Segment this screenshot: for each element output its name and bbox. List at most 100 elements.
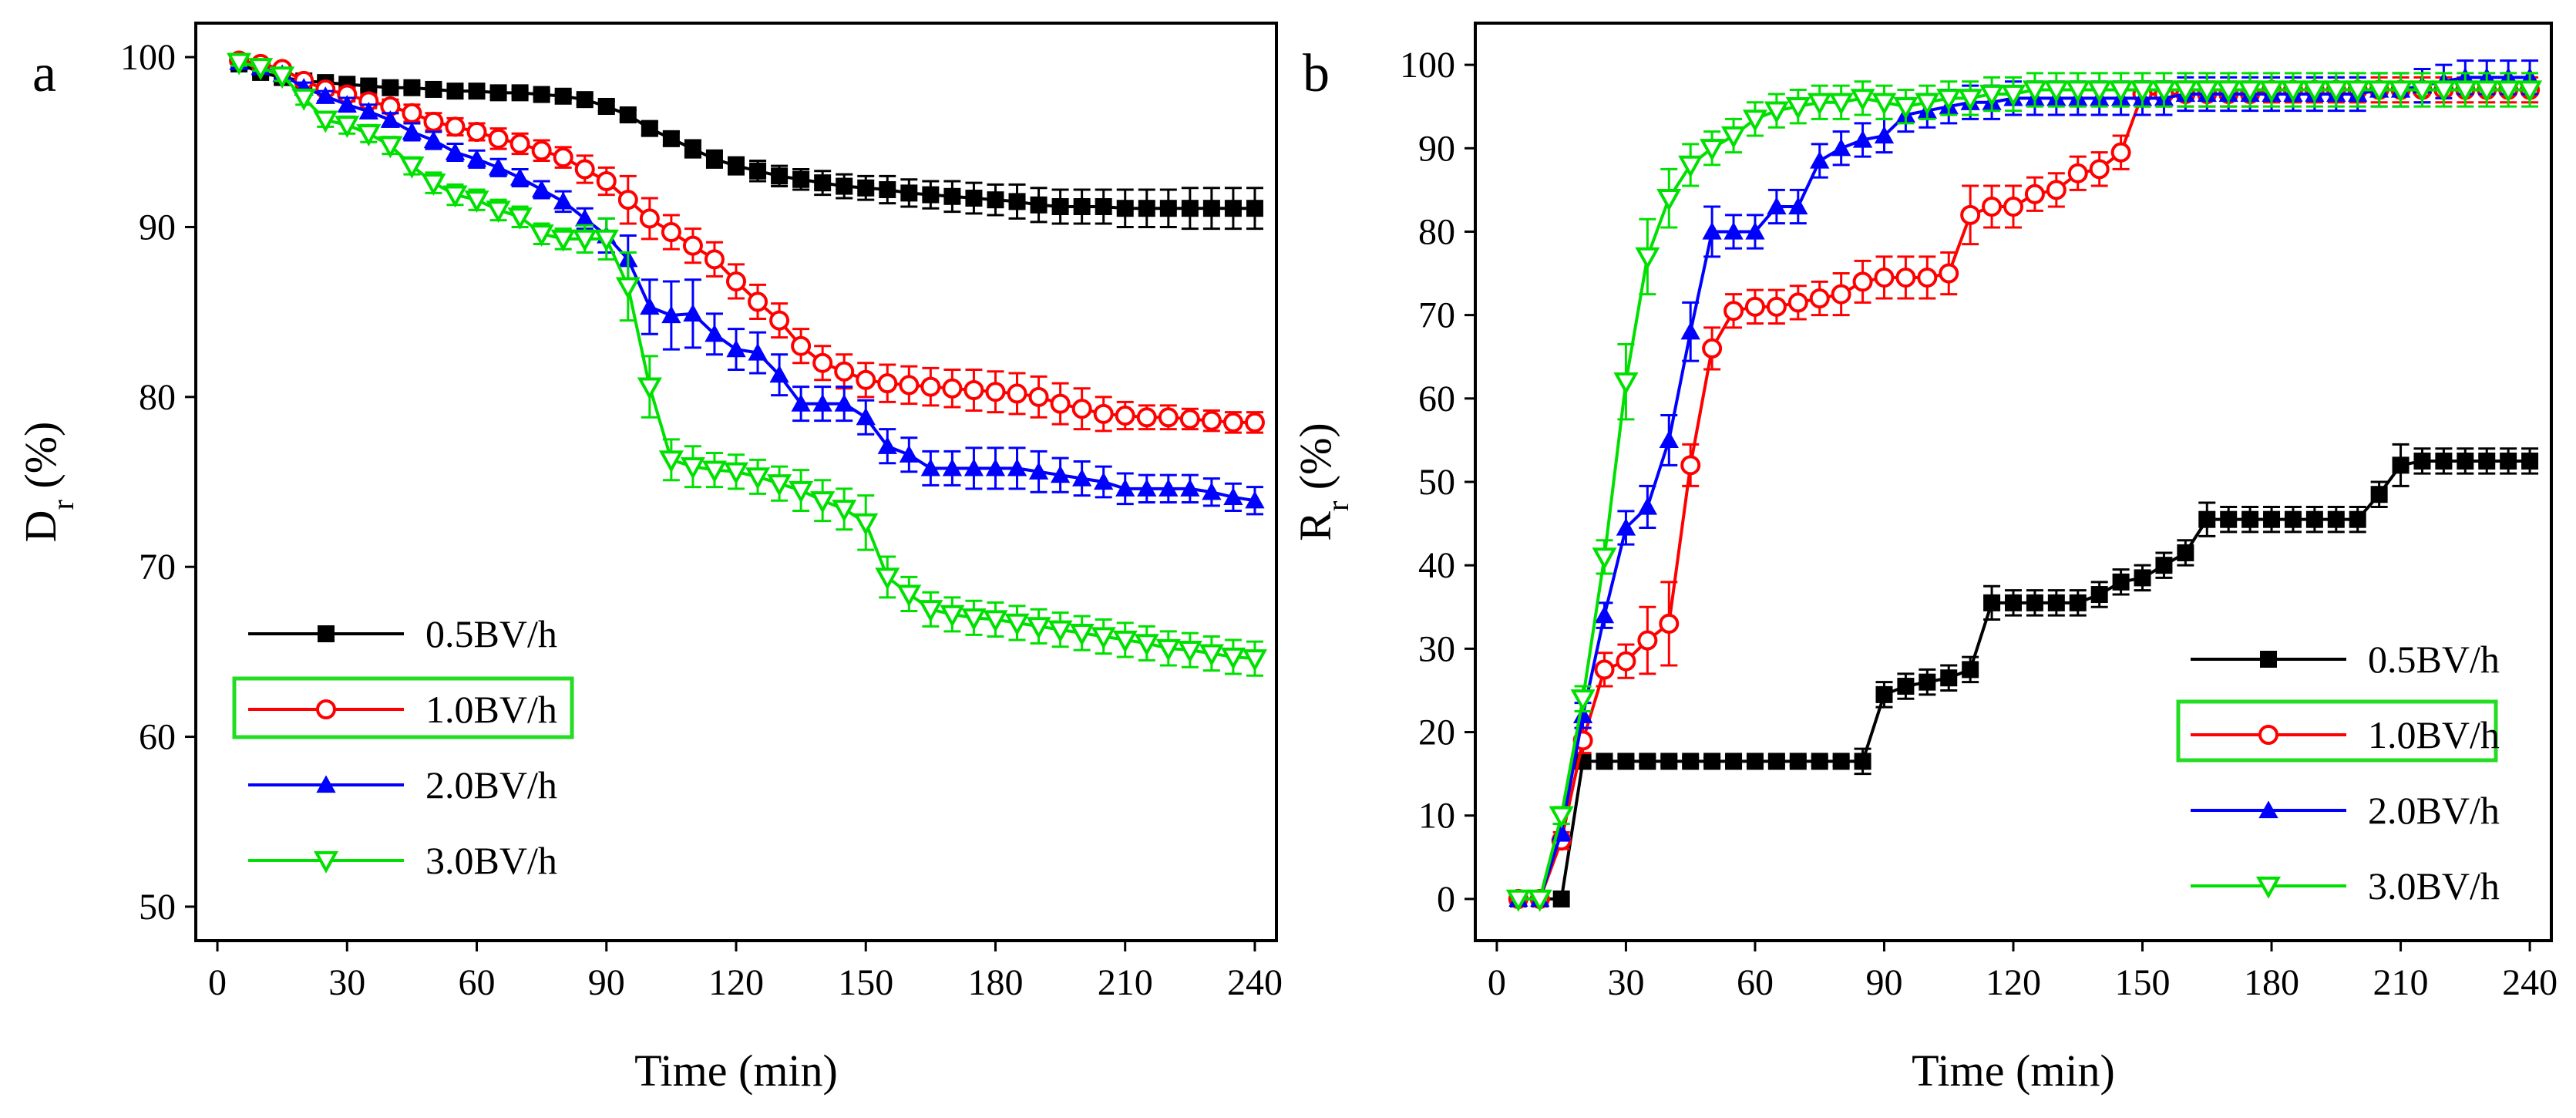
y-tick-label: 100: [120, 37, 176, 78]
data-point: [1745, 221, 1765, 240]
data-point: [1809, 288, 1830, 308]
data-point: [1979, 84, 2005, 107]
x-tick-label: 240: [1227, 962, 1283, 1003]
data-point: [594, 229, 619, 252]
data-point: [248, 58, 274, 81]
data-point: [1594, 659, 1615, 680]
data-point: [745, 467, 771, 490]
data-point: [403, 79, 421, 96]
data-point: [337, 95, 357, 113]
legend: 0.5BV/h 1.0BV/h 2.0BV/h 3.0BV/h: [2176, 638, 2500, 908]
data-point: [791, 335, 812, 356]
data-point: [963, 380, 984, 400]
y-tick-label: 50: [1418, 462, 1455, 503]
data-point: [445, 116, 466, 137]
series-2.0BV/h: [229, 52, 1265, 516]
data-point: [335, 116, 360, 138]
data-point: [2194, 80, 2220, 103]
x-tick-label: 120: [1986, 962, 2041, 1003]
data-point: [1048, 620, 1073, 643]
data-point: [2220, 510, 2238, 528]
data-point: [1616, 517, 1636, 536]
data-point: [2323, 80, 2349, 103]
data-point: [922, 186, 940, 204]
data-point: [1940, 669, 1958, 687]
data-point: [1659, 430, 1679, 449]
data-point: [1549, 806, 1574, 829]
data-point: [1159, 479, 1179, 497]
legend-highlight-box: [232, 676, 574, 739]
data-point: [940, 604, 965, 628]
data-point: [1613, 372, 1639, 395]
data-point: [2047, 594, 2065, 611]
data-point: [1592, 547, 1617, 571]
data-point: [1767, 197, 1787, 215]
data-point: [1137, 479, 1157, 497]
data-point: [900, 184, 918, 202]
data-point: [856, 369, 876, 390]
data-point: [1852, 130, 1873, 148]
data-point: [961, 608, 987, 631]
data-point: [1007, 458, 1027, 476]
data-point: [402, 103, 422, 123]
data-point: [2238, 80, 2263, 103]
data-point: [1071, 468, 1092, 487]
data-point: [1094, 472, 1114, 490]
data-point: [1854, 753, 1871, 770]
data-point: [637, 377, 662, 400]
data-point: [270, 66, 295, 89]
series-3.0BV/h: [227, 52, 1268, 677]
data-point: [1245, 490, 1265, 509]
x-tick-label: 90: [588, 962, 625, 1003]
data-point: [2366, 80, 2392, 103]
data-point: [877, 436, 897, 454]
data-point: [682, 235, 703, 256]
data-point: [380, 109, 401, 128]
plot-frame: [1474, 22, 2553, 942]
data-point: [2453, 80, 2478, 103]
data-point: [1785, 97, 1811, 120]
y-axis-title-main: D: [15, 510, 66, 542]
data-point: [857, 179, 875, 197]
data-point: [2090, 586, 2108, 604]
data-point: [2388, 80, 2413, 103]
data-point: [1093, 403, 1114, 424]
data-point: [812, 352, 833, 373]
data-point: [1637, 497, 1658, 515]
data-point: [553, 191, 573, 210]
y-tick-label: 60: [139, 717, 176, 758]
data-point: [879, 180, 896, 198]
data-point: [574, 159, 595, 180]
data-point: [1919, 673, 1936, 691]
data-point: [313, 110, 338, 133]
data-point: [1527, 889, 1552, 912]
data-point: [1871, 93, 1897, 116]
data-point: [1702, 221, 1722, 240]
data-point: [1136, 407, 1157, 428]
legend-marker: [316, 699, 336, 719]
y-tick-label: 70: [139, 547, 176, 588]
data-point: [1026, 617, 1051, 640]
data-point: [1051, 198, 1069, 215]
legend: 0.5BV/h 1.0BV/h 2.0BV/h 3.0BV/h: [232, 612, 574, 882]
data-point: [1810, 150, 1830, 169]
x-axis-title: Time (min): [634, 1046, 838, 1096]
series-0.5BV/h: [230, 55, 1263, 231]
data-point: [2046, 180, 2067, 200]
data-point: [1915, 93, 1940, 116]
data-point: [1246, 200, 1263, 217]
data-point: [814, 174, 832, 192]
data-point: [1091, 627, 1116, 650]
data-point: [1159, 200, 1177, 217]
legend-marker: [313, 850, 339, 874]
data-point: [575, 208, 595, 227]
data-point: [899, 445, 919, 463]
data-point: [2521, 452, 2539, 470]
data-point: [1224, 200, 1242, 217]
legend-label: 2.0BV/h: [425, 763, 557, 807]
data-point: [1811, 753, 1828, 770]
data-point: [1788, 197, 1808, 215]
x-tick-label: 150: [838, 962, 893, 1003]
data-point: [791, 393, 811, 412]
data-point: [531, 140, 552, 161]
